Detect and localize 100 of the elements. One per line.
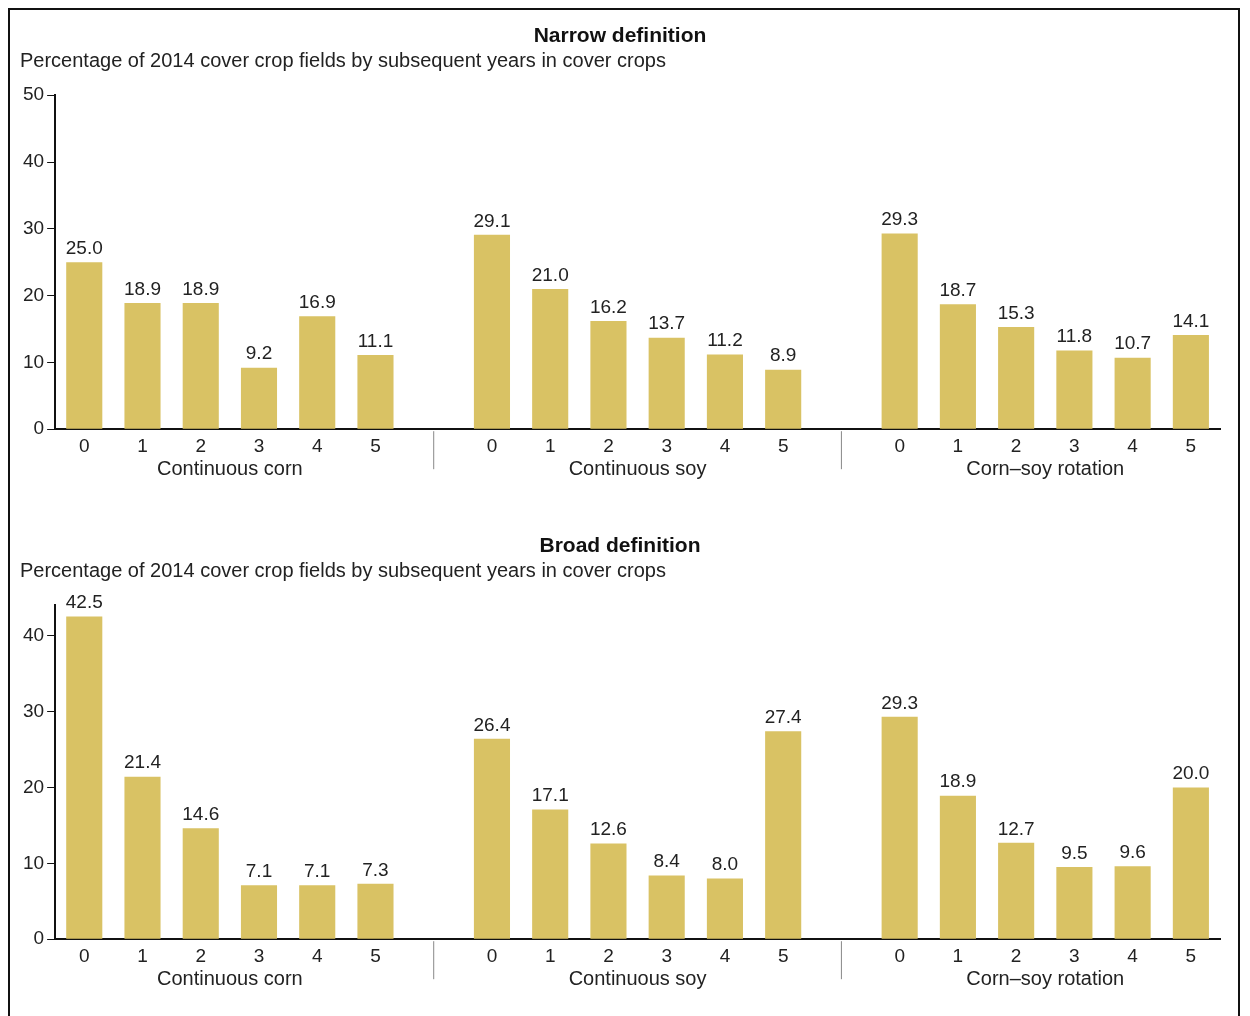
data-label: 21.0 [531, 263, 569, 285]
chart-title: Broad definition [539, 533, 701, 557]
x-tick-label: 1 [137, 944, 148, 966]
bar [706, 354, 743, 429]
x-tick-label: 4 [1127, 434, 1139, 456]
x-tick-label: 3 [253, 434, 265, 456]
data-label: 10.7 [1114, 332, 1152, 354]
data-label: 11.2 [707, 329, 743, 351]
data-label: 9.2 [245, 342, 273, 364]
bar [124, 776, 161, 939]
bar [939, 304, 976, 429]
y-tick-label: 10 [22, 350, 45, 372]
bar [66, 262, 103, 429]
data-label: 8.4 [653, 850, 681, 872]
data-label: 9.5 [1061, 841, 1088, 863]
bar [939, 795, 976, 939]
x-tick-label: 5 [777, 944, 789, 966]
data-label: 26.4 [473, 713, 511, 735]
bar [473, 738, 511, 939]
data-label: 16.9 [298, 291, 336, 313]
text: Corn–soy rotation [966, 456, 1125, 479]
y-tick-label: 0 [33, 927, 45, 949]
bar [881, 233, 918, 429]
x-tick-label: 3 [1069, 944, 1080, 966]
bar [590, 320, 627, 429]
x-tick-label: 4 [311, 434, 323, 456]
x-tick-label: 1 [544, 434, 556, 456]
data-label: 12.6 [589, 818, 627, 840]
bar [998, 842, 1035, 939]
x-tick-label: 1 [544, 944, 556, 966]
data-label: 12.7 [997, 817, 1035, 839]
y-tick-label: 10 [22, 851, 45, 873]
x-tick-label: 4 [311, 944, 323, 966]
data-label: 20.0 [1172, 762, 1210, 784]
x-tick-label: 3 [661, 944, 672, 966]
x-tick-label: 1 [137, 434, 148, 456]
y-tick-label: 20 [22, 283, 45, 305]
text: Corn–soy rotation [966, 966, 1125, 989]
data-label: 18.7 [939, 279, 977, 301]
bar [998, 327, 1035, 429]
x-tick-label: 0 [486, 944, 498, 966]
bar [765, 369, 802, 429]
bar [240, 367, 278, 429]
text: Continuous corn [157, 966, 303, 989]
x-tick-label: 4 [719, 434, 731, 456]
bar [1172, 335, 1209, 429]
x-tick-label: 5 [370, 944, 381, 966]
x-tick-label: 0 [78, 434, 90, 456]
bar [1114, 357, 1151, 429]
bar [706, 878, 743, 939]
x-tick-label: 2 [1010, 434, 1022, 456]
y-tick-label: 0 [33, 417, 45, 439]
x-tick-label: 2 [1010, 944, 1022, 966]
bar [765, 731, 802, 939]
x-tick-label: 5 [1185, 944, 1197, 966]
chart-subtitle: Percentage of 2014 cover crop fields by subsequent years in cover crops [20, 48, 666, 71]
data-label: 21.4 [124, 751, 162, 773]
bar [532, 288, 569, 429]
text: Continuous corn [157, 456, 303, 479]
bar [648, 875, 685, 939]
y-tick-label: 50 [22, 83, 45, 105]
x-tick-label: 2 [603, 434, 614, 456]
x-tick-label: 2 [603, 944, 614, 966]
bar [532, 809, 569, 939]
text: Continuous soy [568, 966, 707, 989]
x-tick-label: 5 [777, 434, 789, 456]
bar [299, 316, 336, 429]
data-label: 18.9 [939, 770, 977, 792]
chart-subtitle: Percentage of 2014 cover crop fields by subsequent years in cover crops [20, 558, 666, 581]
bar [1056, 867, 1093, 939]
data-label: 29.3 [881, 208, 919, 230]
data-label: 13.7 [648, 312, 686, 334]
y-tick-label: 30 [22, 217, 45, 239]
x-tick-label: 2 [195, 944, 207, 966]
bar [240, 885, 278, 939]
text: Continuous soy [568, 456, 707, 479]
data-label: 14.1 [1172, 309, 1210, 331]
bar [182, 302, 219, 429]
bar [590, 843, 627, 939]
x-tick-label: 5 [370, 434, 381, 456]
data-label: 14.6 [182, 803, 220, 825]
data-label: 29.1 [473, 209, 511, 231]
data-label: 15.3 [997, 301, 1035, 323]
y-tick-label: 20 [22, 775, 45, 797]
data-label: 8.9 [769, 344, 797, 366]
x-tick-label: 0 [894, 434, 905, 456]
data-label: 7.1 [245, 860, 273, 882]
data-label: 29.3 [881, 691, 919, 713]
data-label: 7.1 [304, 860, 331, 882]
y-tick-label: 40 [22, 150, 45, 172]
data-label: 11.1 [357, 329, 394, 351]
x-tick-label: 3 [661, 434, 672, 456]
bar [182, 828, 219, 939]
bar [357, 355, 394, 429]
data-label: 16.2 [589, 295, 627, 317]
bar [357, 883, 394, 939]
bar [124, 302, 161, 429]
x-tick-label: 4 [719, 944, 731, 966]
x-tick-label: 5 [1185, 434, 1197, 456]
y-tick-label: 30 [22, 699, 45, 721]
